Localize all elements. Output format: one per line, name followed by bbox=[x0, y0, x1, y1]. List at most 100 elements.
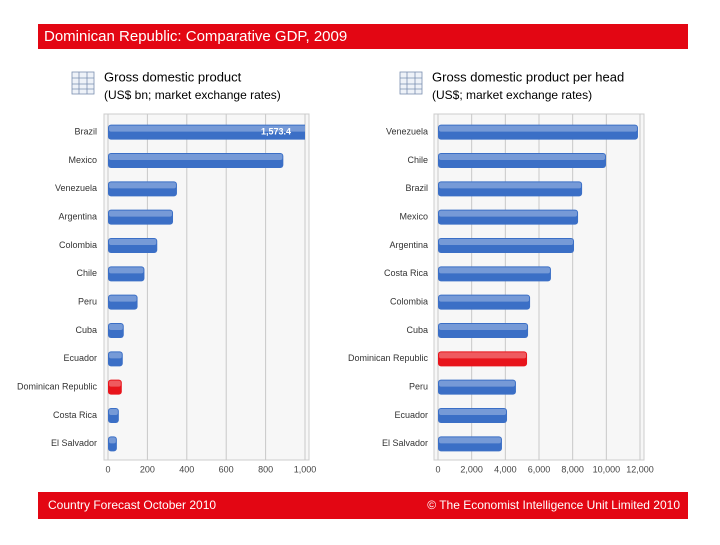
bar bbox=[438, 124, 638, 140]
x-tick-label: 1,000 bbox=[294, 464, 317, 474]
bar-gloss bbox=[109, 154, 283, 160]
bar bbox=[108, 209, 174, 225]
bar bbox=[108, 238, 158, 253]
bar-gloss bbox=[109, 182, 176, 189]
bar bbox=[438, 436, 502, 452]
bar bbox=[108, 351, 123, 367]
bar bbox=[438, 266, 551, 282]
y-tick-label: Costa Rica bbox=[53, 410, 97, 420]
bar-gloss bbox=[109, 437, 116, 444]
x-tick-label: 4,000 bbox=[494, 464, 517, 474]
chart-subtitle: (US$ bn; market exchange rates) bbox=[104, 88, 281, 102]
bar-gloss bbox=[439, 409, 507, 415]
chart-title: Gross domestic product per head bbox=[432, 69, 624, 84]
bar bbox=[438, 153, 606, 168]
y-tick-label: El Salvador bbox=[382, 438, 428, 448]
bar-gloss bbox=[109, 352, 122, 359]
chart-subtitle: (US$; market exchange rates) bbox=[432, 88, 592, 102]
y-tick-label: Peru bbox=[78, 297, 97, 307]
header-title: Dominican Republic: Comparative GDP, 200… bbox=[44, 28, 347, 45]
plot-area bbox=[103, 113, 310, 461]
x-tick-label: 0 bbox=[105, 464, 110, 474]
bar-gloss bbox=[439, 125, 637, 132]
x-tick-label: 0 bbox=[435, 464, 440, 474]
y-tick-label: Cuba bbox=[406, 325, 428, 335]
y-tick-label: Ecuador bbox=[63, 353, 97, 363]
bar bbox=[108, 436, 117, 452]
y-tick-label: Brazil bbox=[74, 127, 97, 137]
bar bbox=[438, 351, 528, 367]
bar-gloss bbox=[109, 239, 157, 245]
x-tick-label: 10,000 bbox=[593, 464, 621, 474]
y-tick-label: Cuba bbox=[75, 325, 97, 335]
bar-gloss bbox=[439, 154, 605, 160]
header-bar bbox=[38, 24, 688, 49]
y-tick-label: Venezuela bbox=[55, 183, 97, 193]
chart-title: Gross domestic product bbox=[104, 69, 242, 84]
y-tick-label: El Salvador bbox=[51, 438, 97, 448]
x-tick-label: 400 bbox=[179, 464, 194, 474]
bar-gloss bbox=[439, 239, 574, 245]
y-tick-label: Dominican Republic bbox=[17, 382, 98, 392]
y-tick-label: Ecuador bbox=[394, 410, 428, 420]
footer-bar bbox=[38, 492, 688, 519]
y-tick-label: Colombia bbox=[390, 297, 428, 307]
y-tick-label: Mexico bbox=[68, 155, 97, 165]
y-tick-label: Venezuela bbox=[386, 127, 428, 137]
table-icon bbox=[399, 71, 423, 95]
bar-gloss bbox=[439, 352, 527, 359]
y-tick-label: Argentina bbox=[58, 212, 97, 222]
y-tick-label: Brazil bbox=[405, 183, 428, 193]
x-tick-label: 2,000 bbox=[460, 464, 483, 474]
y-tick-label: Chile bbox=[407, 155, 428, 165]
bar bbox=[108, 153, 284, 168]
bar-gloss bbox=[439, 437, 501, 444]
y-tick-label: Argentina bbox=[389, 240, 428, 250]
bar-gloss bbox=[109, 295, 137, 302]
bar bbox=[108, 408, 119, 423]
bar bbox=[108, 181, 177, 197]
bar-gloss bbox=[109, 210, 173, 217]
bar bbox=[438, 181, 583, 197]
x-tick-label: 8,000 bbox=[561, 464, 584, 474]
bar bbox=[108, 323, 124, 338]
x-tick-label: 600 bbox=[219, 464, 234, 474]
x-tick-label: 200 bbox=[140, 464, 155, 474]
value-label: 1,573.4 bbox=[261, 127, 291, 137]
bars bbox=[108, 124, 305, 452]
y-tick-label: Colombia bbox=[59, 240, 97, 250]
bar-gloss bbox=[439, 295, 530, 302]
bar bbox=[438, 209, 579, 225]
y-tick-label: Dominican Republic bbox=[348, 353, 429, 363]
bar bbox=[438, 294, 531, 310]
bar bbox=[438, 379, 516, 395]
bar-gloss bbox=[109, 380, 121, 387]
bars bbox=[438, 124, 638, 452]
bar-gloss bbox=[439, 324, 528, 330]
table-icon bbox=[71, 71, 95, 95]
bar bbox=[108, 266, 145, 282]
bar-gloss bbox=[109, 409, 118, 415]
bar bbox=[108, 379, 122, 395]
y-tick-label: Chile bbox=[76, 268, 97, 278]
bar-gloss bbox=[439, 210, 578, 217]
x-tick-label: 6,000 bbox=[528, 464, 551, 474]
bar bbox=[438, 323, 529, 338]
x-tick-label: 800 bbox=[258, 464, 273, 474]
bar bbox=[438, 408, 508, 423]
bar bbox=[438, 238, 575, 253]
footer-right: © The Economist Intelligence Unit Limite… bbox=[427, 498, 680, 512]
y-tick-label: Costa Rica bbox=[384, 268, 428, 278]
footer-left: Country Forecast October 2010 bbox=[48, 498, 216, 512]
x-tick-label: 12,000 bbox=[626, 464, 654, 474]
bar-gloss bbox=[109, 125, 305, 132]
bar-gloss bbox=[439, 182, 582, 189]
bar-gloss bbox=[109, 267, 144, 274]
bar-gloss bbox=[439, 267, 550, 274]
bar bbox=[108, 294, 138, 310]
bar bbox=[108, 124, 305, 140]
y-tick-label: Mexico bbox=[399, 212, 428, 222]
y-tick-label: Peru bbox=[409, 382, 428, 392]
bar-gloss bbox=[109, 324, 123, 330]
